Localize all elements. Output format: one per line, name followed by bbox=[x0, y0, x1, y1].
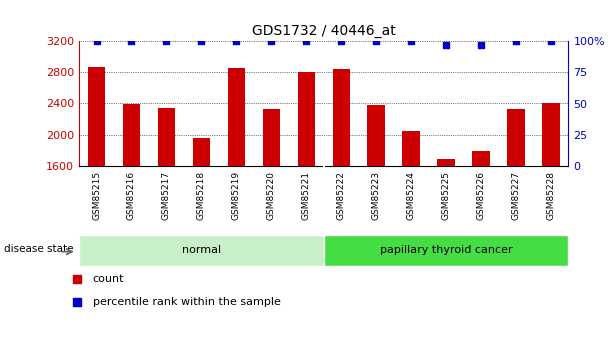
Bar bbox=[88, 67, 105, 166]
Text: GSM85225: GSM85225 bbox=[441, 171, 451, 220]
Point bbox=[92, 39, 102, 44]
Bar bbox=[297, 72, 315, 166]
Point bbox=[441, 42, 451, 48]
Bar bbox=[333, 69, 350, 166]
Point bbox=[196, 39, 206, 44]
Bar bbox=[193, 138, 210, 166]
Point bbox=[406, 39, 416, 44]
Text: GSM85227: GSM85227 bbox=[511, 171, 520, 220]
Point bbox=[232, 39, 241, 44]
Text: GSM85223: GSM85223 bbox=[371, 171, 381, 220]
Bar bbox=[323, 235, 568, 266]
Text: GSM85222: GSM85222 bbox=[337, 171, 346, 220]
Point bbox=[266, 39, 276, 44]
Bar bbox=[263, 109, 280, 166]
Point bbox=[371, 39, 381, 44]
Bar bbox=[79, 235, 323, 266]
Bar bbox=[472, 151, 490, 166]
Bar bbox=[507, 109, 525, 166]
Point bbox=[126, 39, 136, 44]
Text: GSM85215: GSM85215 bbox=[92, 171, 101, 220]
Text: GSM85226: GSM85226 bbox=[477, 171, 486, 220]
Bar bbox=[123, 104, 140, 166]
Point bbox=[336, 39, 346, 44]
Bar bbox=[227, 68, 245, 166]
Point bbox=[72, 299, 82, 305]
Bar bbox=[437, 159, 455, 166]
Point bbox=[476, 42, 486, 48]
Title: GDS1732 / 40446_at: GDS1732 / 40446_at bbox=[252, 23, 396, 38]
Text: GSM85228: GSM85228 bbox=[547, 171, 556, 220]
Text: count: count bbox=[92, 274, 124, 284]
Text: GSM85218: GSM85218 bbox=[197, 171, 206, 220]
Point bbox=[72, 276, 82, 282]
Point bbox=[511, 39, 521, 44]
Text: percentile rank within the sample: percentile rank within the sample bbox=[92, 297, 280, 307]
Text: GSM85216: GSM85216 bbox=[127, 171, 136, 220]
Bar bbox=[402, 131, 420, 166]
Text: GSM85224: GSM85224 bbox=[407, 171, 416, 220]
Text: GSM85221: GSM85221 bbox=[302, 171, 311, 220]
Point bbox=[302, 39, 311, 44]
Point bbox=[162, 39, 171, 44]
Text: GSM85219: GSM85219 bbox=[232, 171, 241, 220]
Text: disease state: disease state bbox=[4, 244, 74, 254]
Text: papillary thyroid cancer: papillary thyroid cancer bbox=[380, 245, 513, 255]
Bar bbox=[367, 106, 385, 166]
Text: GSM85217: GSM85217 bbox=[162, 171, 171, 220]
Text: GSM85220: GSM85220 bbox=[267, 171, 276, 220]
Bar bbox=[157, 108, 175, 166]
Text: normal: normal bbox=[182, 245, 221, 255]
Point bbox=[546, 39, 556, 44]
Bar bbox=[542, 103, 560, 166]
